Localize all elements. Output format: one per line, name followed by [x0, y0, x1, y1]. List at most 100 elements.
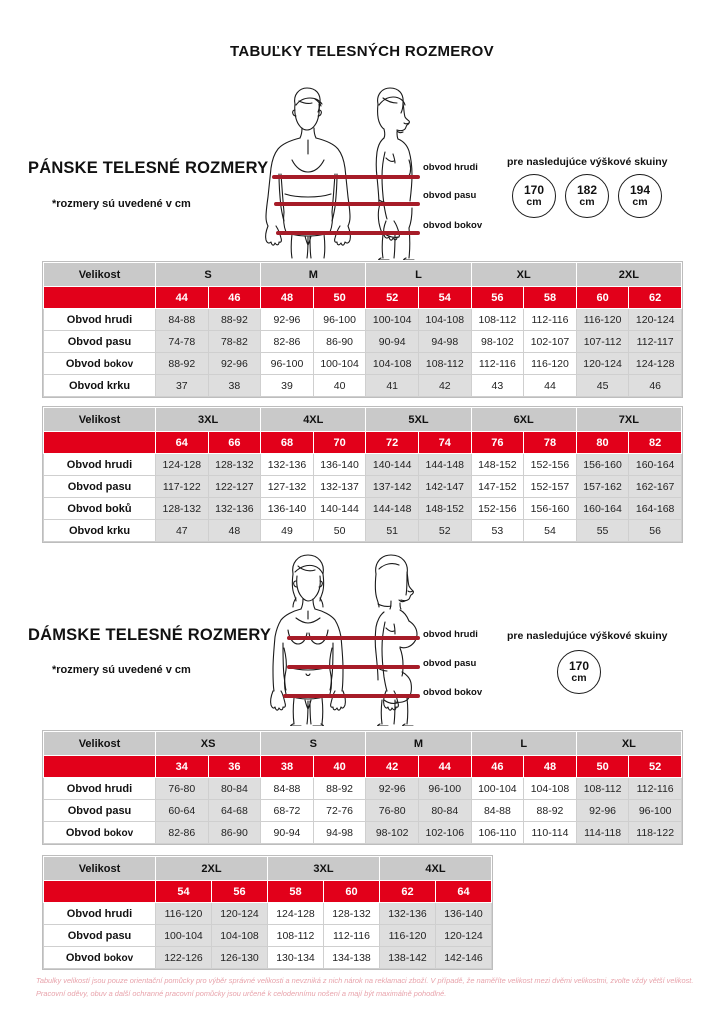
table-cell: 112-116: [523, 308, 577, 331]
table-cell: 122-127: [207, 475, 262, 498]
height-unit: cm: [632, 195, 648, 208]
table-cell: 51: [365, 519, 419, 542]
men-t2-size-label-header: Velikost: [43, 407, 156, 432]
men-t1-row-label: Obvod pasu: [43, 330, 156, 353]
table-cell: 90-94: [365, 330, 419, 353]
men-t1-size-number-56: 56: [470, 286, 525, 309]
men-t1-size-group-s: S: [154, 262, 262, 287]
table-cell: 90-94: [260, 821, 314, 844]
men-t2-size-number-72: 72: [365, 431, 419, 454]
women-t2-size-group-4xl: 4XL: [379, 856, 492, 881]
table-cell: 128-132: [323, 902, 380, 925]
table-cell: 46: [628, 374, 682, 397]
women-height-circles: 170 cm: [557, 650, 601, 694]
men-t2-size-number-74: 74: [417, 431, 472, 454]
table-cell: 104-108: [365, 352, 419, 375]
table-cell: 100-104: [365, 308, 419, 331]
table-cell: 53: [470, 519, 525, 542]
table-cell: 137-142: [365, 475, 419, 498]
table-cell: 156-160: [575, 453, 630, 476]
height-value: 194: [629, 183, 651, 198]
table-cell: 104-108: [211, 924, 268, 947]
women-t2-size-number-62: 62: [379, 880, 436, 903]
measure-lines-male: [272, 175, 420, 235]
table-cell: 96-100: [312, 308, 367, 331]
table-cell: 60-64: [155, 799, 209, 822]
table-cell: 116-120: [523, 352, 577, 375]
table-cell: 84-88: [470, 799, 525, 822]
table-cell: 110-114: [523, 821, 577, 844]
men-t2-size-group-5xl: 5XL: [365, 407, 472, 432]
women-t2-header-row-numbers: 54 56 58 60 62 64: [43, 880, 492, 903]
table-cell: 132-136: [207, 497, 262, 520]
men-t1-size-number-60: 60: [575, 286, 630, 309]
table-cell: 120-124: [211, 902, 268, 925]
table-cell: 45: [575, 374, 630, 397]
table-cell: 136-140: [312, 453, 367, 476]
women-t2-size-group-3xl: 3XL: [267, 856, 380, 881]
table-cell: 124-128: [267, 902, 324, 925]
men-section-heading: PÁNSKE TELESNÉ ROZMERY: [28, 159, 269, 177]
women-t2-row-label: Obvod bokov: [43, 946, 156, 969]
women-t1-row-label: Obvod hrudi: [43, 777, 156, 800]
women-t1-header-row-sizes: Velikost XS S M L XL: [43, 731, 682, 756]
table-cell: 92-96: [207, 352, 262, 375]
table-cell: 112-116: [323, 924, 380, 947]
table-cell: 144-148: [365, 497, 419, 520]
table-cell: 107-112: [575, 330, 630, 353]
table-cell: 124-128: [155, 453, 209, 476]
male-hips-callout: obvod bokov: [423, 220, 483, 231]
table-cell: 42: [417, 374, 472, 397]
table-cell: 156-160: [523, 497, 577, 520]
table-cell: 108-112: [267, 924, 324, 947]
height-unit: cm: [526, 195, 542, 208]
table-cell: 88-92: [523, 799, 577, 822]
women-t2-size-group-2xl: 2XL: [155, 856, 268, 881]
table-cell: 128-132: [155, 497, 209, 520]
male-body-figure: [252, 82, 432, 260]
women-t1-size-group-m: M: [365, 731, 472, 756]
men-height-circles: 170 cm 182 cm 194 cm: [512, 174, 662, 218]
table-cell: 147-152: [470, 475, 525, 498]
table-row: Obvod pasu 117-122 122-127 127-132 132-137 13…: [43, 475, 682, 498]
table-cell: 112-116: [628, 777, 682, 800]
women-t2-size-number-56: 56: [211, 880, 268, 903]
table-cell: 124-128: [628, 352, 682, 375]
table-cell: 100-104: [155, 924, 212, 947]
women-t1-size-group-xl: XL: [575, 731, 682, 756]
table-cell: 160-164: [575, 497, 630, 520]
women-t1-size-number-40: 40: [312, 755, 367, 778]
men-t2-size-number-76: 76: [470, 431, 525, 454]
women-t1-number-row-spacer: [43, 755, 156, 778]
men-t2-size-group-3xl: 3XL: [154, 407, 262, 432]
men-t2-row-label: Obvod boků: [43, 497, 156, 520]
men-t1-size-number-62: 62: [628, 286, 682, 309]
table-cell: 98-102: [365, 821, 419, 844]
women-t2-row-label: Obvod pasu: [43, 924, 156, 947]
table-cell: 116-120: [379, 924, 436, 947]
women-section-heading: DÁMSKE TELESNÉ ROZMERY: [28, 626, 272, 644]
women-t1-size-number-52: 52: [628, 755, 682, 778]
men-t2-size-number-66: 66: [207, 431, 262, 454]
table-cell: 92-96: [260, 308, 314, 331]
table-cell: 76-80: [155, 777, 209, 800]
height-circle-170: 170 cm: [557, 650, 601, 694]
table-cell: 37: [155, 374, 209, 397]
table-cell: 112-117: [628, 330, 682, 353]
women-t1-size-number-38: 38: [260, 755, 314, 778]
men-t2-size-group-4xl: 4XL: [260, 407, 367, 432]
table-row: Obvod bokov 88-92 92-96 96-100 100-104 104-10…: [43, 352, 682, 375]
women-t1-row-label: Obvod pasu: [43, 799, 156, 822]
table-cell: 108-112: [417, 352, 472, 375]
table-cell: 120-124: [435, 924, 492, 947]
table-cell: 116-120: [155, 902, 212, 925]
men-t1-size-group-xl: XL: [470, 262, 577, 287]
men-t1-number-row-spacer: [43, 286, 156, 309]
men-t1-size-number-50: 50: [312, 286, 367, 309]
table-row: Obvod bokov 122-126 126-130 130-134 134-138 1…: [43, 946, 492, 969]
men-t1-header-row-sizes: Velikost S M L XL 2XL: [43, 262, 682, 287]
men-t2-size-number-70: 70: [312, 431, 367, 454]
women-t2-size-number-58: 58: [267, 880, 324, 903]
table-cell: 80-84: [207, 777, 262, 800]
